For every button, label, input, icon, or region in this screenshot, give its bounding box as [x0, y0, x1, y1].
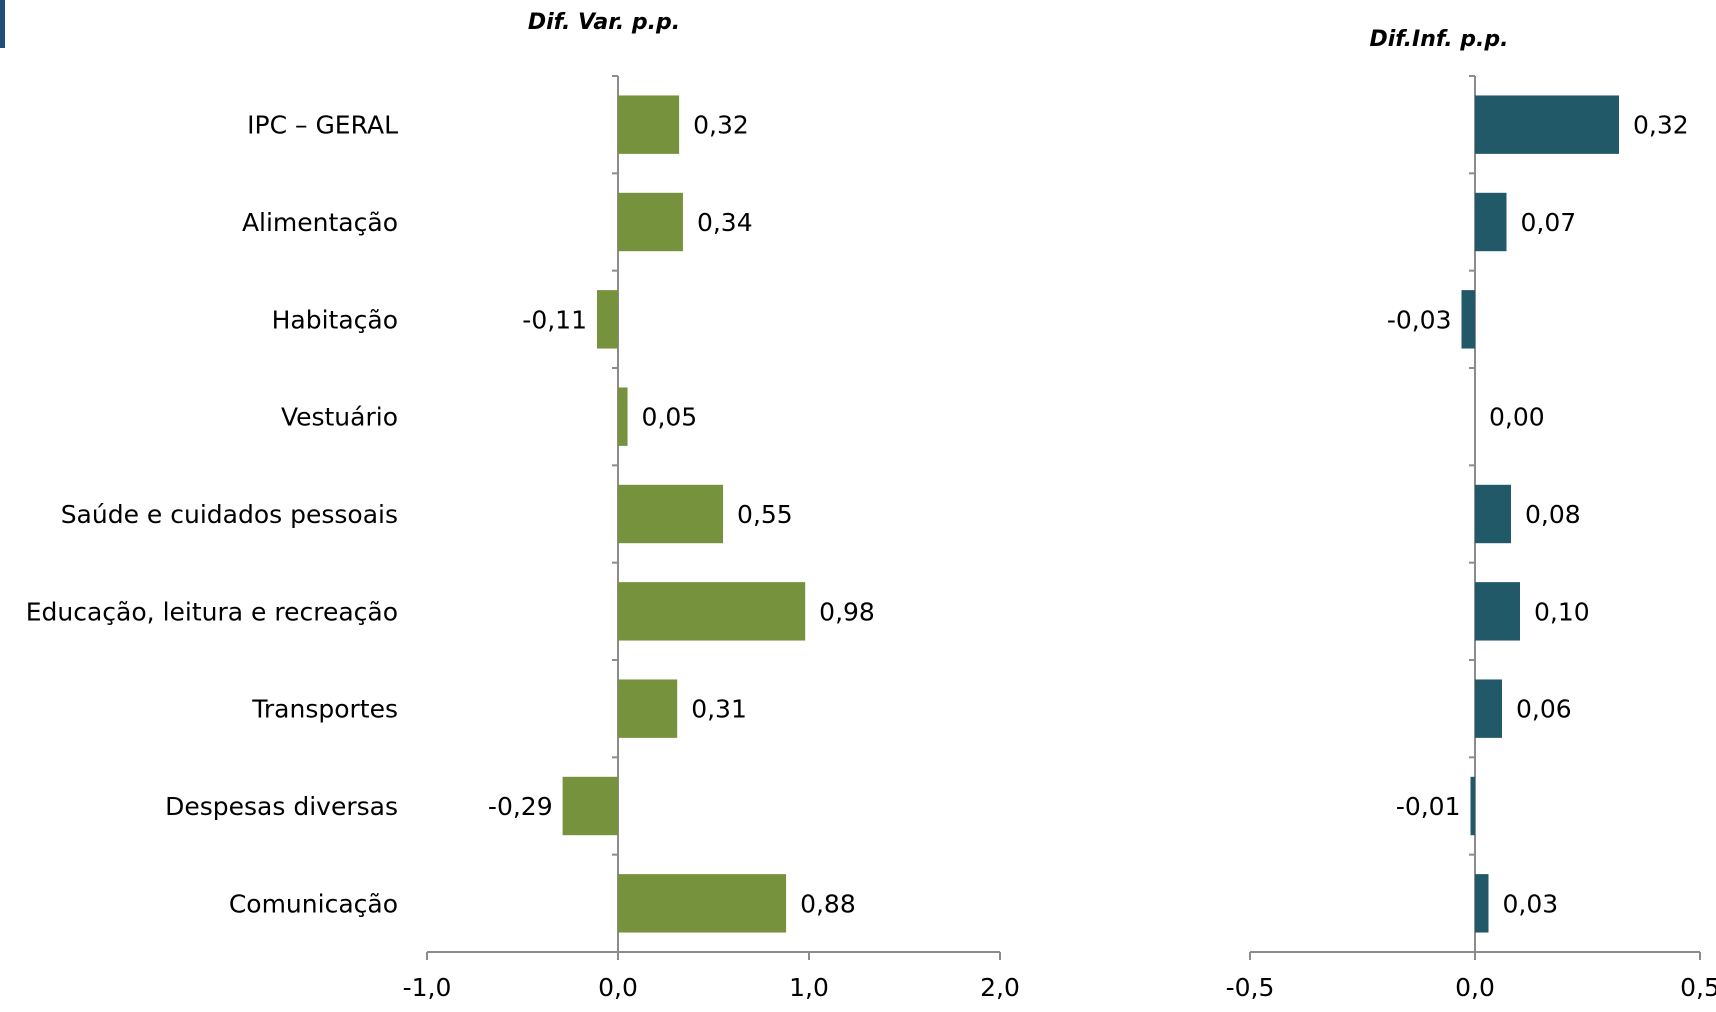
data-label: -0,29 [488, 792, 553, 821]
bar [618, 95, 680, 154]
bar [1470, 776, 1475, 836]
bar [1461, 290, 1475, 349]
bar [618, 679, 678, 738]
x-tick-label: -0,5 [1226, 973, 1275, 1002]
category-label: Transportes [251, 695, 398, 724]
bar [1475, 679, 1502, 738]
category-labels: IPC – GERAL Alimentação Habitação Vestuário… [26, 111, 398, 919]
data-label: -0,11 [522, 305, 587, 334]
data-label: 0,10 [1534, 597, 1590, 626]
data-label: 0,05 [642, 403, 698, 432]
data-label: 0,08 [1525, 500, 1581, 529]
data-label: 0,34 [697, 208, 753, 237]
data-label: -0,01 [1396, 792, 1461, 821]
chart1-title: Dif. Var. p.p. [528, 10, 680, 35]
category-label: Alimentação [242, 208, 398, 237]
bar [1475, 582, 1520, 641]
data-label: 0,07 [1521, 208, 1577, 237]
bar [618, 582, 806, 641]
category-label: Despesas diversas [165, 792, 398, 821]
x-tick-label: 0,0 [598, 973, 638, 1002]
bar [562, 776, 618, 836]
data-label: 0,98 [819, 597, 875, 626]
category-label: Saúde e cuidados pessoais [61, 500, 398, 529]
data-label: 0,00 [1489, 403, 1545, 432]
header-accent-bar [0, 0, 5, 48]
bar [618, 874, 787, 933]
bar [1475, 95, 1619, 154]
chart1-plot: -1,0 0,0 1,0 2,0 0,32 0,34 -0,11 0,05 0,55 0,98 0,… [403, 75, 1020, 1002]
data-label: 0,06 [1516, 695, 1572, 724]
data-label: 0,32 [693, 111, 749, 140]
bar [1475, 192, 1507, 252]
data-label: 0,03 [1503, 889, 1559, 918]
bar [1475, 874, 1489, 933]
data-label: 0,88 [800, 889, 856, 918]
data-label: -0,03 [1387, 305, 1452, 334]
data-label: 0,31 [691, 695, 747, 724]
x-tick-label: -1,0 [403, 973, 452, 1002]
bar [618, 484, 724, 544]
data-label: 0,32 [1633, 111, 1689, 140]
x-tick-label: 0,5 [1680, 973, 1716, 1002]
x-tick-label: 2,0 [980, 973, 1020, 1002]
bar [1475, 484, 1511, 544]
category-label: Educação, leitura e recreação [26, 597, 398, 626]
category-label: Vestuário [281, 403, 398, 432]
category-label: Comunicação [229, 889, 398, 918]
x-tick-label: 1,0 [789, 973, 829, 1002]
chart2-title: Dif.Inf. p.p. [1370, 27, 1509, 52]
category-label: IPC – GERAL [247, 111, 398, 140]
x-tick-label: 0,0 [1455, 973, 1495, 1002]
chart2-plot: -0,5 0,0 0,5 0,32 0,07 -0,03 0,00 0,08 0,10 0,06 -… [1226, 75, 1716, 1002]
category-label: Habitação [272, 305, 398, 334]
bar [618, 387, 628, 446]
bar [596, 290, 618, 349]
data-label: 0,55 [737, 500, 793, 529]
bar [618, 192, 683, 252]
